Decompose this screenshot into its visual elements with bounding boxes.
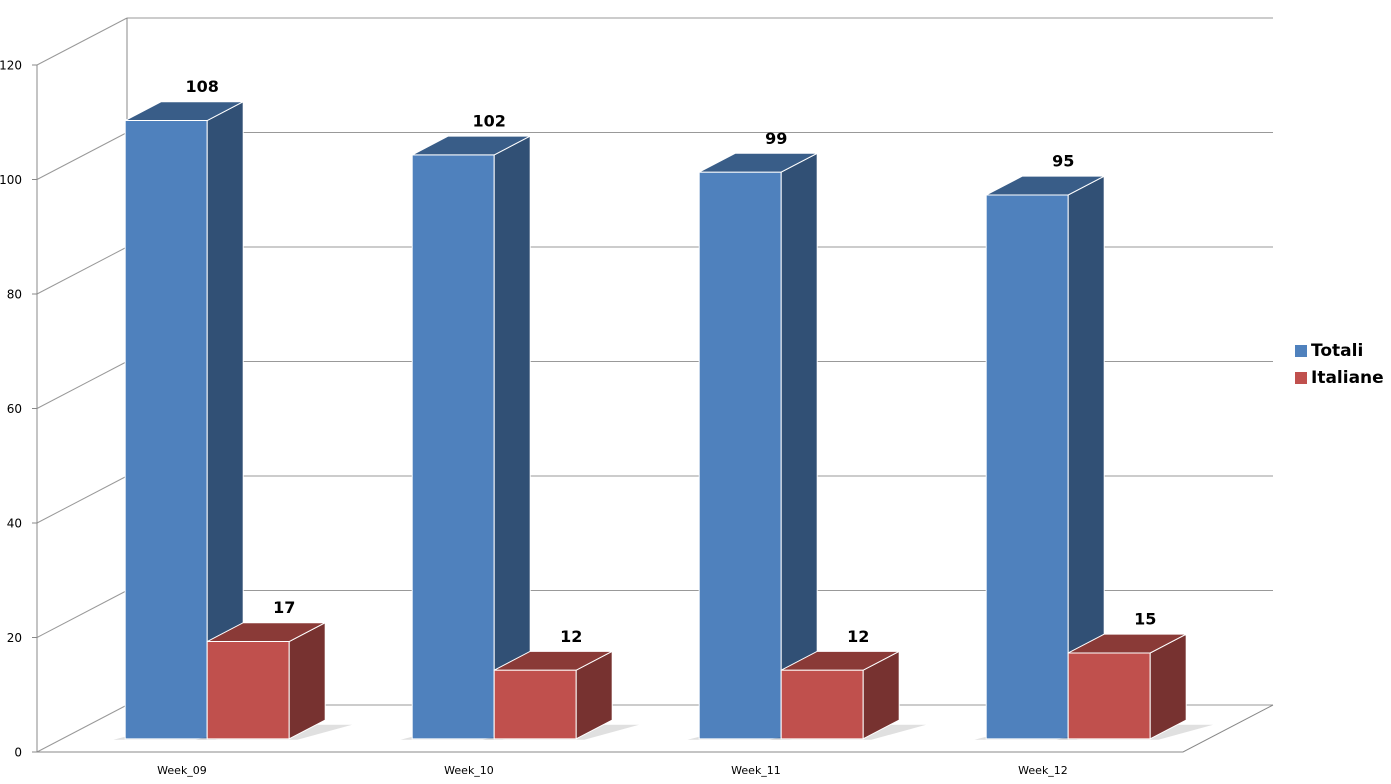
x-tick-label: Week_09 bbox=[157, 764, 207, 777]
grid-line bbox=[36, 475, 128, 524]
bar-side bbox=[780, 152, 818, 740]
legend-label: Italiane bbox=[1311, 368, 1384, 388]
bar-top bbox=[698, 152, 818, 173]
bar-top bbox=[1067, 633, 1187, 654]
legend-label: Totali bbox=[1311, 341, 1363, 361]
bar-side bbox=[493, 135, 531, 740]
bar-top bbox=[985, 175, 1105, 196]
bar-top bbox=[411, 135, 531, 156]
grid-line bbox=[36, 17, 128, 66]
bar-front bbox=[206, 641, 290, 740]
y-tick-label: 100 bbox=[0, 173, 22, 187]
grid-line bbox=[36, 132, 128, 180]
bar-front bbox=[411, 154, 495, 740]
x-tick-label: Week_10 bbox=[444, 764, 494, 777]
grid-line bbox=[36, 704, 128, 753]
data-label: 12 bbox=[560, 627, 582, 646]
bar-front bbox=[698, 171, 782, 740]
x-tick-label: Week_12 bbox=[1018, 764, 1068, 777]
bar-top bbox=[493, 650, 613, 671]
data-label: 95 bbox=[1052, 152, 1074, 171]
data-label: 17 bbox=[273, 598, 295, 617]
grid-line bbox=[36, 246, 128, 295]
y-tick-label: 20 bbox=[7, 631, 22, 645]
grid-line bbox=[36, 590, 128, 638]
bar-front bbox=[985, 194, 1069, 740]
legend-swatch bbox=[1295, 345, 1307, 357]
bar-top bbox=[206, 622, 326, 643]
data-label: 102 bbox=[472, 112, 505, 131]
bar-top bbox=[124, 101, 244, 122]
legend-swatch bbox=[1295, 372, 1307, 384]
y-tick-label: 120 bbox=[0, 59, 22, 73]
y-tick-label: 0 bbox=[14, 746, 22, 760]
bar-front bbox=[124, 120, 208, 740]
bar-front bbox=[493, 669, 577, 740]
data-label: 108 bbox=[185, 77, 218, 96]
grid-line bbox=[36, 361, 128, 409]
bar-top bbox=[780, 650, 900, 671]
y-tick-label: 40 bbox=[7, 517, 22, 531]
bar-side bbox=[288, 621, 326, 740]
y-tick-label: 80 bbox=[7, 288, 22, 302]
data-label: 99 bbox=[765, 129, 787, 148]
bar-front bbox=[1067, 652, 1151, 740]
data-label: 15 bbox=[1134, 610, 1156, 629]
floor bbox=[37, 704, 1274, 753]
data-label: 12 bbox=[847, 627, 869, 646]
x-tick-label: Week_11 bbox=[731, 764, 781, 777]
bar-front bbox=[780, 669, 864, 740]
y-tick-label: 60 bbox=[7, 402, 22, 416]
